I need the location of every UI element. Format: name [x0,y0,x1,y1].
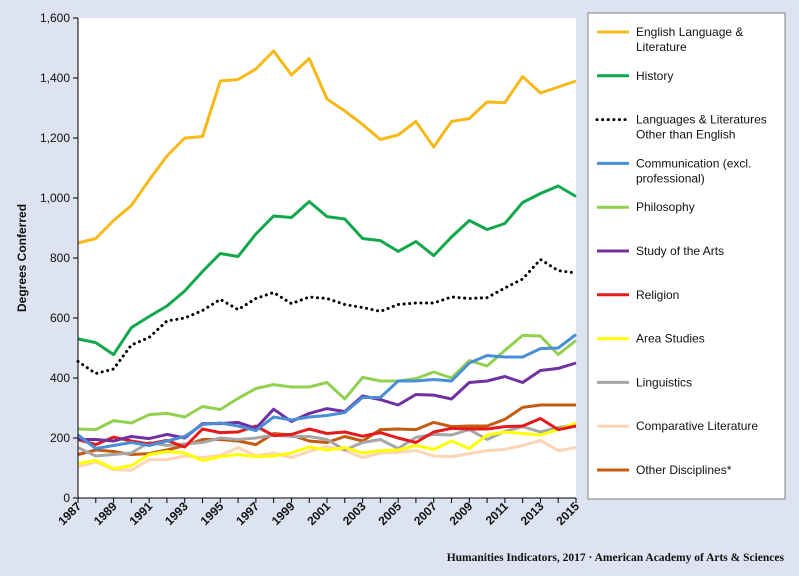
legend-label-communication-excl-professional: Communication (excl. professional) [636,156,751,185]
legend-label-other-disciplines: Other Disciplines* [636,463,732,477]
legend-label-religion: Religion [636,288,679,302]
series-line-english-language-literature [77,49,577,245]
y-tick-label: 1,400 [40,71,70,85]
legend-label-linguistics: Linguistics [636,375,692,389]
legend-label-philosophy: Philosophy [636,200,695,214]
series-line-area-studies [77,421,577,471]
legend-label-languages-literatures-other-than-english: Languages & Literatures Other than Englis… [636,113,767,142]
y-tick-labels: 0 200 400 600 800 1,000 1,200 1,400 1,600 [40,11,70,505]
series-line-languages-literatures-other-than-english [76,258,578,375]
y-tick-label: 800 [50,251,70,265]
y-tick-label: 1,200 [40,131,70,145]
legend-label-area-studies: Area Studies [636,332,705,346]
series-line-history [77,184,577,357]
series-line-study-of-the-arts [78,361,577,443]
y-tick-label: 200 [50,431,70,445]
y-tick-label: 400 [50,371,70,385]
y-tick-label: 1,000 [40,191,70,205]
legend-box [587,12,786,500]
legend: English Language & Literature History Langu… [595,25,767,477]
series-line-communication-excl-professional [77,333,577,450]
series-layer [76,49,578,472]
axes-layer [73,17,577,503]
y-axis-label: Degrees Conferred [15,204,29,312]
legend-label-english-language-literature: English Language & Literature [636,25,743,54]
y-tick-label: 600 [50,311,70,325]
legend-label-study-of-the-arts: Study of the Arts [636,244,724,258]
y-tick-label: 0 [63,491,70,505]
legend-label-comparative-literature: Comparative Literature [636,419,758,433]
series-line-comparative-literature [77,438,577,472]
footer-credit: Humanities Indicators, 2017 · American A… [447,552,785,564]
legend-label-history: History [636,69,673,83]
series-line-linguistics [77,423,577,458]
y-tick-label: 1,600 [40,11,70,25]
series-line-philosophy [77,333,577,432]
